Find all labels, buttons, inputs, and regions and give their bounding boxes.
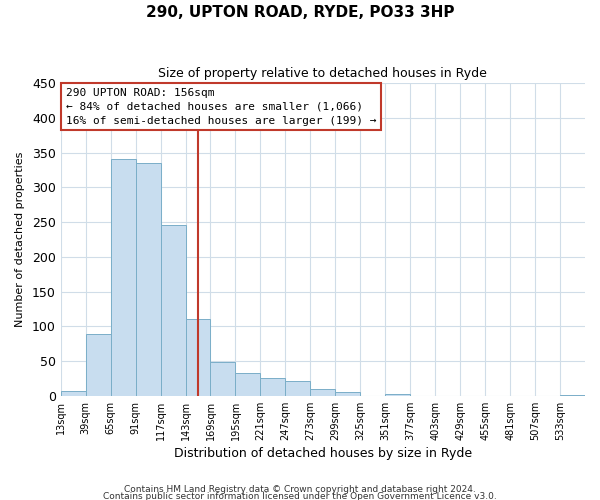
Bar xyxy=(260,378,286,396)
Bar xyxy=(161,225,185,396)
Bar xyxy=(286,381,310,396)
Bar xyxy=(310,389,335,396)
Y-axis label: Number of detached properties: Number of detached properties xyxy=(15,152,25,327)
Bar xyxy=(560,395,585,396)
Bar xyxy=(61,391,86,396)
Bar xyxy=(136,163,161,396)
Title: Size of property relative to detached houses in Ryde: Size of property relative to detached ho… xyxy=(158,68,487,80)
Bar xyxy=(211,362,235,396)
Bar xyxy=(385,394,410,396)
Bar xyxy=(335,392,360,396)
Bar xyxy=(110,159,136,396)
Text: Contains public sector information licensed under the Open Government Licence v3: Contains public sector information licen… xyxy=(103,492,497,500)
Text: 290, UPTON ROAD, RYDE, PO33 3HP: 290, UPTON ROAD, RYDE, PO33 3HP xyxy=(146,5,454,20)
Text: Contains HM Land Registry data © Crown copyright and database right 2024.: Contains HM Land Registry data © Crown c… xyxy=(124,486,476,494)
Bar xyxy=(235,373,260,396)
Bar xyxy=(86,334,110,396)
Text: 290 UPTON ROAD: 156sqm
← 84% of detached houses are smaller (1,066)
16% of semi-: 290 UPTON ROAD: 156sqm ← 84% of detached… xyxy=(66,88,376,126)
X-axis label: Distribution of detached houses by size in Ryde: Distribution of detached houses by size … xyxy=(174,447,472,460)
Bar xyxy=(185,320,211,396)
